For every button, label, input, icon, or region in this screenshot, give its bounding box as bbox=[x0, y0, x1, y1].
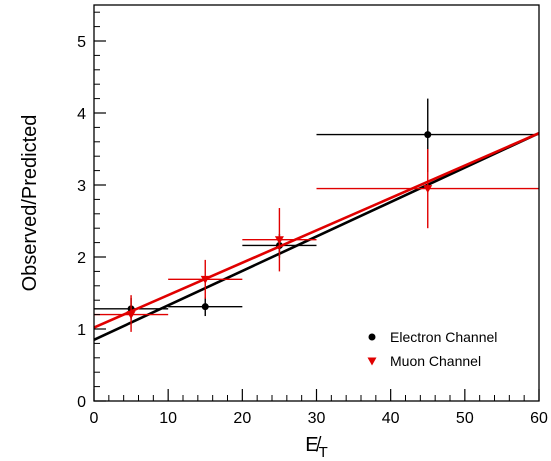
legend-label: Electron Channel bbox=[390, 329, 497, 345]
fit-line bbox=[93, 131, 540, 341]
x-tick-label: 20 bbox=[233, 410, 251, 427]
x-axis-title-main: E̸ bbox=[305, 434, 321, 456]
x-axis-title: E̸T bbox=[305, 434, 328, 461]
data-point bbox=[201, 303, 209, 311]
y-tick-label: 1 bbox=[77, 322, 86, 339]
y-tick-label: 3 bbox=[77, 178, 86, 195]
data-point bbox=[423, 185, 433, 194]
axis-layer: 0 10 20 30 40 50 60 0 1 2 3 4 5 bbox=[77, 11, 548, 427]
y-tick-label: 0 bbox=[77, 394, 86, 411]
x-tick-label: 10 bbox=[159, 410, 177, 427]
y-tick-label: 5 bbox=[77, 34, 86, 51]
x-tick-label: 0 bbox=[90, 410, 99, 427]
x-tick-label: 40 bbox=[382, 410, 400, 427]
data-point bbox=[274, 236, 284, 245]
x-tick-label: 30 bbox=[308, 410, 326, 427]
x-axis-title-subscript: T bbox=[319, 444, 328, 461]
x-tick-label: 60 bbox=[530, 410, 548, 427]
legend-marker-electron bbox=[368, 333, 376, 341]
legend: Electron Channel Muon Channel bbox=[367, 329, 497, 369]
legend-marker-muon bbox=[367, 357, 377, 366]
data-point bbox=[126, 311, 136, 320]
y-tick-label: 4 bbox=[77, 106, 86, 123]
fit-line bbox=[93, 131, 540, 329]
data-point bbox=[424, 131, 432, 139]
y-axis-title: Observed/Predicted bbox=[19, 115, 41, 292]
x-tick-label: 50 bbox=[456, 410, 474, 427]
series-layer bbox=[93, 98, 540, 341]
y-tick-label: 2 bbox=[77, 250, 86, 267]
legend-label: Muon Channel bbox=[390, 353, 481, 369]
series-muon-channel bbox=[93, 131, 540, 332]
data-point bbox=[200, 275, 210, 284]
